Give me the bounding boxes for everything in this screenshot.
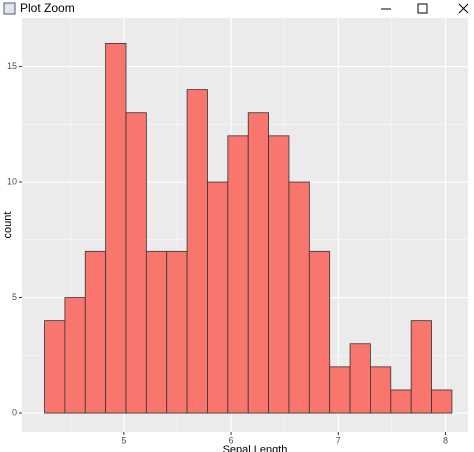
x-tick-label: 7 [336,435,341,445]
bar [186,89,208,414]
bar [125,112,147,414]
y-tick-label: 15 [7,61,17,71]
x-axis-title: Sepal.Length [223,444,288,452]
close-button[interactable] [458,3,469,14]
y-tick-label: 5 [12,292,17,302]
bar [145,250,168,414]
window-icon [3,2,16,15]
bar [227,135,249,414]
y-tick-label: 10 [7,176,17,186]
title-bar [0,0,474,18]
bar [247,112,269,414]
window-title: Plot Zoom [20,1,75,15]
bar [370,366,392,414]
bar [308,250,331,414]
maximize-button[interactable] [417,3,428,14]
bar [268,135,290,414]
bar [166,250,188,414]
bar [349,343,371,414]
x-tick-label: 8 [443,435,448,445]
bar [390,389,412,414]
bar [329,366,351,414]
bar [207,181,229,414]
y-tick-label: 0 [12,407,17,417]
bar [105,43,127,414]
plot: 0 5 10 15 5 6 7 8 count Sepal.Length [2,18,468,452]
bar [410,320,432,414]
bar [431,389,453,414]
close-icon [458,3,469,14]
x-tick-label: 5 [121,435,126,445]
bar [84,250,107,414]
y-axis-title: count [2,212,14,239]
bar [44,320,66,414]
bar [64,297,86,414]
bar [288,181,310,414]
x-tick-label: 6 [229,435,234,445]
